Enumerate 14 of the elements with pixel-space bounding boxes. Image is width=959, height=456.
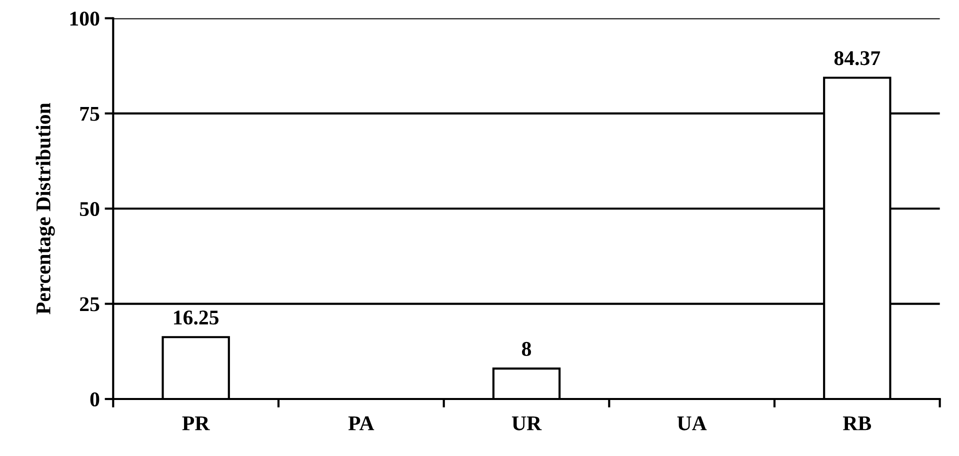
data-label: 16.25 — [174, 310, 219, 325]
x-tick-label: UA — [677, 416, 707, 430]
y-tick-label: 75 — [80, 107, 100, 121]
x-tick-label: UR — [512, 416, 542, 430]
y-axis-title: Percentage Distribution — [36, 102, 55, 314]
data-label: 84.37 — [834, 51, 880, 66]
y-tick-label: 25 — [80, 297, 100, 312]
y-tick-label: 100 — [70, 12, 100, 26]
x-tick-label: PR — [182, 416, 210, 430]
x-tick-label: PA — [348, 416, 374, 430]
data-label: 8 — [522, 342, 532, 356]
y-tick-label: 50 — [80, 202, 100, 216]
x-tick-label: RB — [843, 416, 872, 430]
y-tick-label: 0 — [90, 392, 100, 406]
